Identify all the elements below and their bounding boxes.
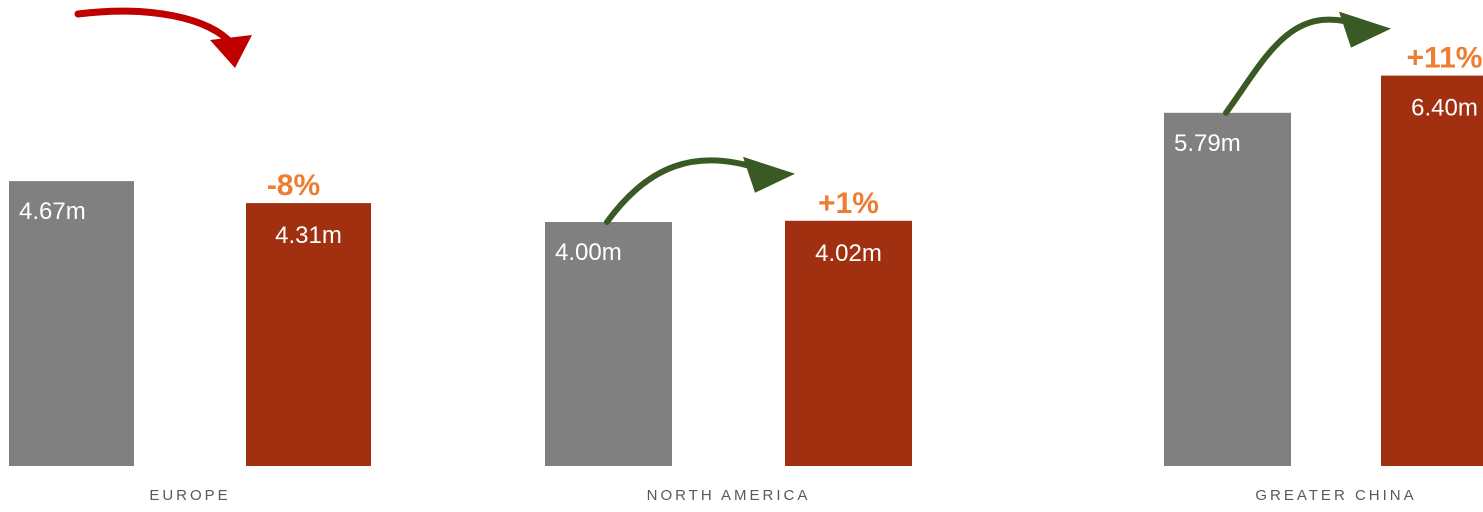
bar-previous-3: [1164, 112, 1291, 466]
value-label-previous-2: 4.00m: [555, 239, 622, 266]
category-label-2: NORTH AMERICA: [647, 487, 811, 504]
value-label-current-2: 4.02m: [815, 240, 882, 267]
value-label-previous-3: 5.79m: [1174, 130, 1241, 157]
change-arrowhead-2: [743, 156, 795, 193]
value-label-current-3: 6.40m: [1411, 95, 1478, 122]
change-arrow-2: [604, 157, 768, 225]
category-label-1: EUROPE: [149, 487, 230, 504]
change-label-3: +11%: [1407, 42, 1483, 75]
bar-previous-2: [545, 222, 672, 466]
change-label-2: +1%: [818, 187, 879, 220]
change-label-1: -8%: [267, 169, 320, 202]
bar-current-1: [246, 203, 371, 466]
bar-current-2: [785, 220, 912, 466]
bar-previous-1: [9, 181, 134, 466]
bars-layer: [9, 75, 1483, 466]
value-label-current-1: 4.31m: [275, 222, 342, 249]
bar-current-3: [1381, 75, 1483, 466]
arrows-layer: [74, 7, 1391, 225]
change-arrowhead-3: [1339, 11, 1391, 48]
category-label-3: GREATER CHINA: [1255, 487, 1416, 504]
labels-layer: 4.67m 4.31m -8% EUROPE 4.00m 4.02m +1% NORTH AM…: [19, 42, 1482, 504]
value-label-previous-1: 4.67m: [19, 198, 86, 225]
change-arrow-3: [1223, 16, 1364, 116]
change-arrow-1: [74, 7, 236, 48]
change-arrowhead-1: [210, 35, 252, 68]
